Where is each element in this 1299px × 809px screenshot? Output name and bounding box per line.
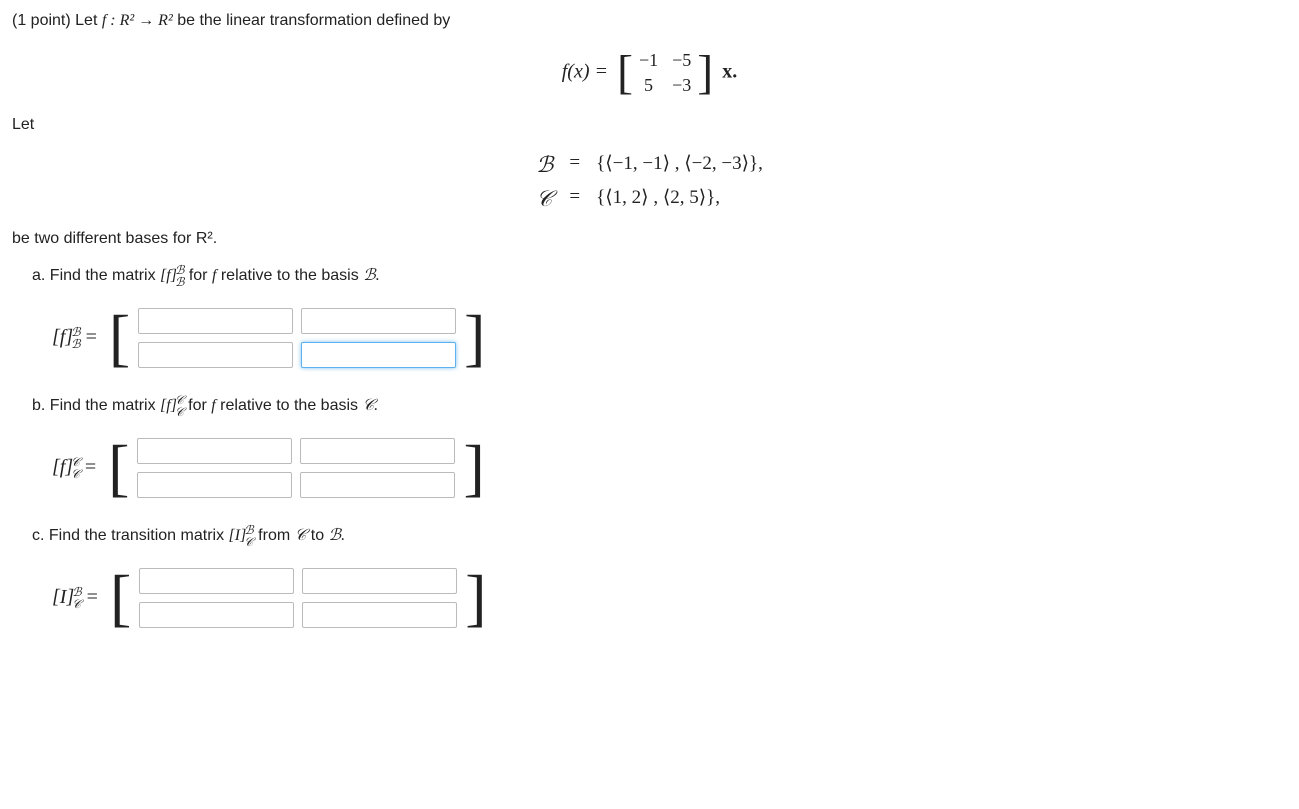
part-c-input-r1c1[interactable] [139,568,294,594]
part-c-input-r2c1[interactable] [139,602,294,628]
matrix-cell: −3 [672,75,691,96]
part-b-matrix-label: [f]𝒞𝒞 = [52,456,96,480]
part-a-suffix: relative to the basis [216,267,363,284]
fx-lhs: f(x) = [562,61,608,83]
fx-definition: f(x) = [ −1 −5 5 −3 ] x. [12,48,1287,98]
part-c-matrix-label: [I]ℬ𝒞 = [52,586,98,610]
part-c-from-basis: 𝒞 [295,527,307,544]
bases-footer: be two different bases for R². [12,230,1287,248]
right-bracket-icon: ] [697,48,713,98]
left-bracket-icon: [ [109,304,130,372]
part-b-prompt: b. Find the matrix [f]𝒞𝒞 for f relative … [32,394,1287,418]
left-bracket-icon: [ [110,564,131,632]
part-c-to-basis: ℬ. [329,527,346,544]
left-bracket-icon: [ [108,434,129,502]
fx-rhs-suffix: x. [722,61,737,83]
part-b-mid: for [184,397,212,414]
basis-B-label: ℬ [536,152,553,178]
question-suffix: be the linear transformation defined by [173,12,451,29]
question-prefix: (1 point) Let [12,12,102,29]
part-b-input-r1c2[interactable] [300,438,455,464]
part-a-prefix: a. Find the matrix [32,267,160,284]
matrix-cell: 5 [639,75,658,96]
part-c-mid: from [254,527,295,544]
part-c-input-r1c2[interactable] [302,568,457,594]
part-a-matrix-label: [f]ℬℬ = [52,326,97,350]
right-bracket-icon: ] [465,564,486,632]
part-a-input-r1c2[interactable] [301,308,456,334]
part-a-basis: ℬ. [363,267,380,284]
part-b-sub: 𝒞 [175,406,184,418]
part-b-input-r2c1[interactable] [137,472,292,498]
eq-sign: = [569,152,580,178]
part-b-input-r2c2[interactable] [300,472,455,498]
part-c-input-r2c2[interactable] [302,602,457,628]
part-c-prompt: c. Find the transition matrix [I]ℬ𝒞 from… [32,524,1287,548]
part-b-matrix-input: [f]𝒞𝒞 = [ ] [52,434,1287,502]
matrix-A: [ −1 −5 5 −3 ] [617,48,713,98]
matrix-cell: −5 [672,50,691,71]
part-c-sub: 𝒞 [244,536,253,548]
part-a-sub: ℬ [175,276,184,288]
part-a-input-r1c1[interactable] [138,308,293,334]
part-b-basis: 𝒞. [362,397,378,414]
part-a-matrix-input: [f]ℬℬ = [ ] [52,304,1287,372]
part-c-matrix-input: [I]ℬ𝒞 = [ ] [52,564,1287,632]
part-b-prefix: b. Find the matrix [32,397,160,414]
left-bracket-icon: [ [617,48,633,98]
part-c-prefix: c. Find the transition matrix [32,527,229,544]
basis-C-value: {⟨1, 2⟩ , ⟨2, 5⟩}, [596,186,763,212]
part-b-suffix: relative to the basis [216,397,363,414]
part-a-prompt: a. Find the matrix [f]ℬℬ for f relative … [32,264,1287,288]
matrix-cell: −1 [639,50,658,71]
part-c-to-word: to [306,527,328,544]
let-text: Let [12,116,1287,134]
part-a-input-r2c2[interactable] [301,342,456,368]
part-a-input-r2c1[interactable] [138,342,293,368]
question-intro: (1 point) Let f : R² → R² be the linear … [12,12,1287,30]
part-a-mid: for [184,267,212,284]
basis-B-value: {⟨−1, −1⟩ , ⟨−2, −3⟩}, [596,152,763,178]
right-bracket-icon: ] [464,304,485,372]
question-func: f : R² → R² [102,12,173,29]
basis-definitions: ℬ = {⟨−1, −1⟩ , ⟨−2, −3⟩}, 𝒞 = {⟨1, 2⟩ ,… [12,152,1287,212]
basis-C-label: 𝒞 [536,186,553,212]
eq-sign: = [569,186,580,212]
part-b-input-r1c1[interactable] [137,438,292,464]
right-bracket-icon: ] [463,434,484,502]
